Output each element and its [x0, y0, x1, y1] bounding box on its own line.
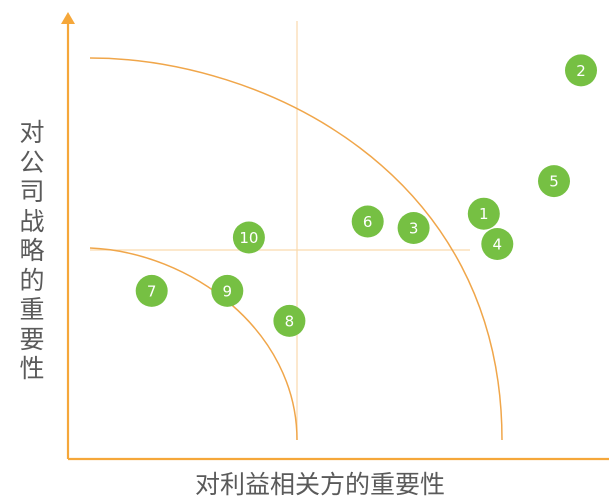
data-point-label: 9: [223, 282, 233, 300]
data-point-label: 8: [285, 312, 295, 330]
data-point-9: 9: [211, 274, 244, 307]
data-point-circle: [467, 197, 500, 230]
data-point-circle: [135, 274, 168, 307]
data-point-label: 10: [239, 229, 258, 247]
data-point-8: 8: [273, 304, 306, 337]
data-point-label: 5: [549, 173, 559, 191]
data-point-circle: [351, 205, 384, 238]
data-point-label: 3: [409, 220, 419, 238]
data-point-circle: [565, 54, 597, 87]
data-point-label: 6: [363, 213, 373, 231]
data-point-label: 4: [493, 236, 503, 254]
inner-materiality-curve: [89, 247, 298, 441]
y-axis-label: 对公司战略的重要性: [19, 118, 45, 383]
data-point-7: 7: [135, 274, 168, 307]
data-point-1: 1: [467, 197, 500, 230]
data-point-10: 10: [232, 221, 265, 254]
data-point-circle: [538, 165, 570, 198]
y-axis-arrow-icon: [61, 12, 75, 24]
data-point-circle: [211, 274, 244, 307]
data-point-circle: [273, 304, 306, 337]
data-point-6: 6: [351, 205, 384, 238]
data-point-2: 2: [565, 54, 597, 87]
data-point-5: 5: [538, 165, 570, 198]
x-axis-label: 对利益相关方的重要性: [194, 470, 445, 499]
outer-materiality-curve: [89, 57, 503, 441]
data-point-label: 2: [576, 62, 586, 80]
data-point-circle: [397, 212, 430, 244]
data-point-circle: [481, 228, 514, 260]
data-point-label: 7: [147, 282, 157, 300]
data-point-4: 4: [481, 228, 514, 260]
data-point-3: 3: [397, 212, 430, 244]
data-point-label: 1: [479, 205, 489, 223]
data-point-circle: [232, 221, 265, 254]
